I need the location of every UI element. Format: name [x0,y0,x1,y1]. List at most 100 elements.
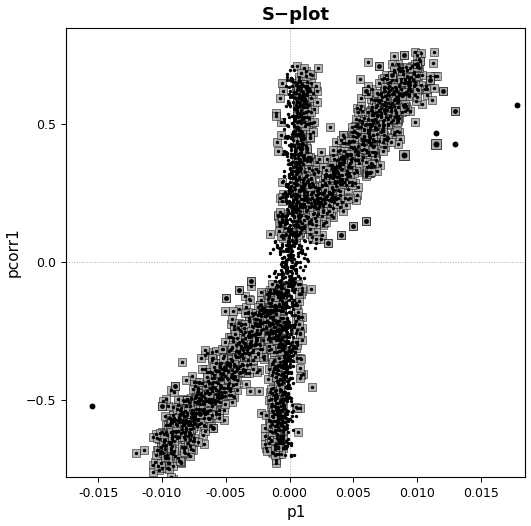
Point [166,414,174,422]
Point [284,133,293,141]
Point [347,150,355,158]
Point [238,368,247,376]
Point [255,319,264,327]
Point [277,380,285,388]
Point [213,391,222,399]
Point [430,47,439,56]
Point [216,384,224,392]
Point [221,372,229,380]
Point [354,150,362,159]
Point [305,84,313,93]
Point [314,167,323,176]
Point [221,362,230,371]
Point [293,62,302,70]
Point [240,324,249,332]
Point [379,124,387,133]
Point [278,361,287,369]
Point [278,178,287,186]
Point [383,89,392,97]
Point [251,320,259,329]
Point [366,169,374,177]
Point [330,155,338,163]
Point [325,188,333,196]
Point [275,291,284,299]
Point [284,247,292,255]
Point [358,153,367,161]
Point [199,431,207,440]
Point [422,85,431,93]
Point [279,253,288,261]
Point [339,178,348,187]
Point [377,128,386,136]
Point [284,286,292,294]
Point [280,193,289,201]
Point [281,230,289,239]
Point [230,361,238,370]
Point [279,293,287,301]
Point [390,102,398,110]
Point [294,212,303,220]
Point [279,247,287,255]
Point [345,177,353,186]
Point [278,335,287,343]
Point [372,149,380,157]
Point [383,119,392,128]
Point [281,132,290,140]
Point [381,106,389,114]
Point [228,315,236,323]
Point [280,317,289,326]
Point [186,424,195,433]
Point [377,109,386,117]
Point [312,191,321,199]
Point [301,193,309,201]
Point [298,287,306,296]
Point [369,141,378,150]
Point [273,327,282,335]
Point [187,413,195,421]
Point [174,453,182,462]
Point [403,66,412,75]
Point [371,115,379,123]
Point [321,178,329,187]
Point [319,221,327,229]
Point [255,330,263,338]
Point [263,375,272,383]
Point [286,348,294,357]
Point [278,325,286,333]
Point [193,399,201,408]
Point [336,161,344,170]
Point [387,117,396,126]
Point [314,194,322,202]
Point [364,168,373,176]
Point [403,73,412,81]
Point [222,358,231,367]
Point [267,299,275,307]
Point [288,277,297,285]
Point [280,375,289,383]
Point [405,78,414,86]
Point [229,307,237,316]
Point [220,388,229,397]
Point [293,160,302,168]
Point [219,406,228,414]
Point [288,82,296,90]
Point [295,374,304,382]
Point [249,356,257,364]
Point [385,87,393,96]
Point [319,190,327,198]
Point [299,369,307,378]
Point [299,113,308,121]
Point [344,172,353,180]
Point [161,454,169,463]
Point [354,148,363,156]
Point [275,339,283,348]
Point [267,417,275,425]
Point [346,159,354,167]
Point [206,389,215,397]
Point [298,182,307,190]
Point [278,339,287,348]
Point [278,325,286,333]
Point [310,196,319,204]
Point [262,444,271,453]
Point [195,420,203,428]
